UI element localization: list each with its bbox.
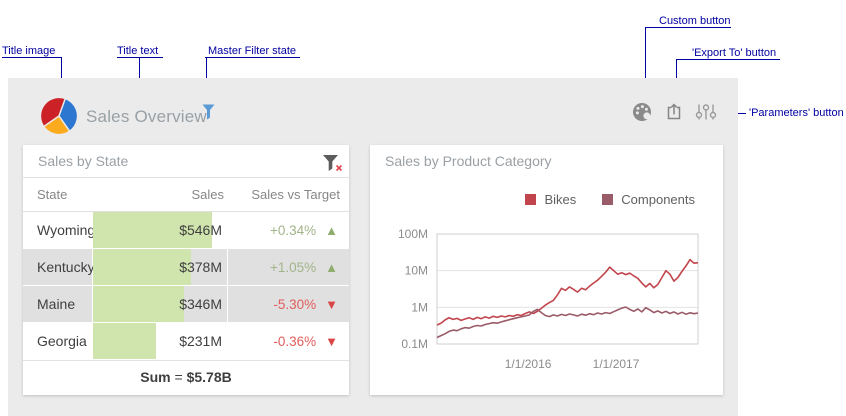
grid-panel: Sales by State State Sales Sales vs Targ…: [23, 145, 349, 395]
sales-cell: $346M: [93, 286, 228, 322]
legend-item-bikes: Bikes: [525, 192, 576, 207]
export-icon: [667, 103, 681, 120]
grid-rows: Wyoming $546M +0.34% ▲ Kentucky $378M +1.05% ▲ M…: [23, 212, 349, 360]
sales-databar: [93, 249, 191, 285]
table-row[interactable]: Georgia $231M -0.36% ▼: [23, 323, 349, 360]
dashboard-title: Sales Overview: [86, 107, 207, 126]
annotation-title-text: Title text: [117, 45, 159, 57]
chart-legend: Bikes Components: [370, 192, 723, 207]
master-filter-state-icon: [202, 104, 215, 125]
state-cell: Georgia: [23, 323, 93, 359]
pie-chart-icon: [39, 96, 79, 136]
grid-panel-caption: Sales by State: [23, 145, 349, 178]
delta-cell: +1.05% ▲: [228, 249, 349, 285]
down-arrow-icon: ▼: [325, 296, 338, 312]
annotation-title-image: Title image: [2, 45, 56, 57]
chart-panel-title: Sales by Product Category: [385, 153, 552, 169]
sales-databar: [93, 212, 213, 248]
parameters-icon: [695, 104, 717, 120]
series-line-bikes: [436, 258, 699, 326]
state-cell: Kentucky: [23, 249, 95, 285]
annotation-underline: [676, 59, 780, 60]
plot-border: [436, 233, 699, 345]
annotation-underline: [117, 57, 163, 58]
y-tick-label: 100M: [398, 227, 428, 241]
up-arrow-icon: ▲: [325, 259, 338, 275]
chart-panel-caption: Sales by Product Category: [370, 145, 723, 178]
annotation-underline: [645, 27, 731, 28]
y-tick-label: 0.1M: [401, 337, 428, 351]
clear-filter-button[interactable]: [322, 152, 344, 184]
x-tick-label: 1/1/2016: [505, 357, 552, 371]
column-header-sales[interactable]: Sales: [191, 187, 224, 202]
summary-value: $5.78B: [186, 369, 232, 385]
annotation-leader-line: [61, 57, 62, 96]
sales-cell: $231M: [93, 323, 228, 359]
table-row[interactable]: Kentucky $378M +1.05% ▲: [23, 249, 349, 286]
sales-value: $378M: [179, 259, 222, 275]
series-line-components: [436, 306, 699, 339]
legend-label-components: Components: [621, 192, 695, 207]
delta-value: +1.05%: [269, 259, 317, 275]
legend-swatch-components: [602, 194, 614, 205]
state-cell: Maine: [23, 286, 93, 322]
y-tick-label: 1M: [411, 300, 428, 314]
up-arrow-icon: ▲: [325, 222, 338, 238]
annotation-export-button: 'Export To' button: [692, 47, 777, 59]
title-toolbar: [631, 102, 717, 122]
grid-summary-row: Sum = $5.78B: [23, 360, 349, 395]
legend-swatch-bikes: [525, 194, 537, 205]
palette-icon: [632, 103, 651, 121]
delta-value: -5.30%: [273, 296, 317, 312]
sales-value: $231M: [179, 333, 222, 349]
sales-cell: $546M: [93, 212, 228, 248]
annotation-custom-button: Custom button: [659, 15, 731, 27]
column-header-state[interactable]: State: [37, 187, 68, 202]
parameters-button[interactable]: [695, 102, 717, 122]
state-cell: Wyoming: [23, 212, 95, 248]
table-row[interactable]: Wyoming $546M +0.34% ▲: [23, 212, 349, 249]
down-arrow-icon: ▼: [325, 333, 338, 349]
sales-cell: $378M: [93, 249, 228, 285]
delta-cell: -0.36% ▼: [228, 323, 349, 359]
chart-panel: Sales by Product Category Bikes Componen…: [370, 145, 723, 395]
delta-value: -0.36%: [273, 333, 317, 349]
grid-panel-title: Sales by State: [38, 153, 129, 169]
grid-header-row: State Sales Sales vs Target: [23, 178, 349, 212]
legend-label-bikes: Bikes: [544, 192, 577, 207]
delta-cell: +0.34% ▲: [228, 212, 349, 248]
sales-value: $546M: [179, 222, 222, 238]
x-tick-label: 1/1/2017: [593, 357, 640, 371]
chart-svg: 100M 10M 1M 0.1M 1/1/2016 1/1/2017: [398, 227, 699, 371]
summary-label: Sum: [140, 369, 171, 385]
dashboard-surface: Sales Overview: [8, 78, 738, 416]
equals-sign: =: [174, 369, 183, 385]
sales-value: $346M: [179, 296, 222, 312]
custom-button[interactable]: [631, 102, 653, 122]
table-row[interactable]: Maine $346M -5.30% ▼: [23, 286, 349, 323]
legend-item-components: Components: [602, 192, 695, 207]
sales-databar: [93, 286, 185, 322]
annotation-master-filter: Master Filter state: [208, 45, 297, 57]
annotation-parameters-button: 'Parameters' button: [749, 107, 844, 119]
sales-databar: [93, 323, 156, 359]
annotation-leader-line: [645, 27, 646, 100]
delta-cell: -5.30% ▼: [228, 286, 349, 322]
export-to-button[interactable]: [663, 102, 685, 122]
delta-value: +0.34%: [269, 222, 317, 238]
title-image: [39, 96, 79, 136]
column-header-sales-vs-target[interactable]: Sales vs Target: [251, 187, 340, 202]
funnel-clear-icon: [323, 155, 343, 172]
annotation-underline: [205, 57, 300, 58]
annotation-underline: [2, 57, 62, 58]
y-tick-label: 10M: [405, 264, 428, 278]
